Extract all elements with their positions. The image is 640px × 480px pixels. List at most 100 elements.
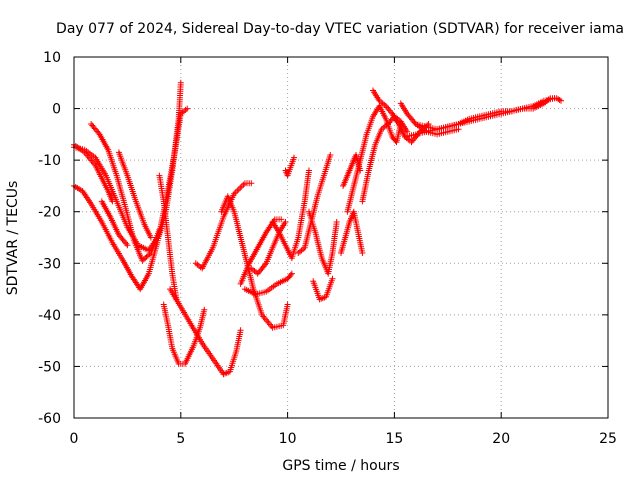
data-point	[272, 247, 274, 249]
data-point	[284, 169, 287, 172]
data-point	[199, 327, 201, 329]
data-point	[94, 164, 96, 166]
data-point	[400, 102, 402, 105]
data-point	[395, 141, 398, 143]
data-point	[248, 262, 250, 264]
data-point	[374, 144, 376, 146]
data-point	[141, 260, 143, 262]
data-point	[169, 288, 171, 290]
data-point	[186, 107, 188, 110]
series-pass-16	[282, 154, 297, 179]
data-point	[511, 110, 513, 112]
data-point	[233, 193, 235, 195]
data-point	[101, 200, 103, 202]
data-point	[163, 303, 165, 306]
y-axis-label: SDTVAR / TECUs	[5, 181, 21, 296]
data-point	[201, 342, 203, 344]
data-point	[272, 327, 274, 329]
data-point	[284, 221, 287, 223]
axis-ticks: 0 5 10 15 20 25 -60 -50 -40 -30 -20 -10 0 10	[38, 50, 617, 447]
data-point	[190, 324, 193, 326]
data-point	[457, 123, 460, 125]
data-point	[468, 118, 470, 120]
data-point	[222, 373, 225, 375]
series-pass-11	[218, 193, 291, 331]
data-point	[282, 324, 284, 326]
data-point	[131, 275, 133, 277]
plot-frame	[73, 56, 609, 419]
data-point	[111, 200, 114, 202]
data-point	[122, 260, 124, 262]
data-point	[404, 136, 406, 138]
data-point	[406, 131, 408, 133]
data-point	[109, 216, 111, 218]
data-point	[398, 123, 400, 125]
series-pass-10	[192, 180, 255, 272]
y-tick-label: -10	[38, 153, 61, 169]
x-tick-label: 25	[599, 431, 617, 447]
data-point	[415, 123, 417, 125]
data-point	[201, 267, 203, 270]
data-point	[489, 113, 492, 115]
data-point	[325, 296, 327, 298]
series-markers	[306, 208, 340, 277]
data-point	[287, 303, 289, 306]
data-point	[171, 273, 173, 275]
data-point	[220, 211, 222, 213]
data-point	[385, 105, 387, 107]
data-point	[278, 231, 280, 233]
data-point	[436, 133, 438, 135]
data-point	[304, 200, 306, 202]
data-point	[331, 252, 334, 254]
data-point	[308, 211, 310, 213]
data-point	[150, 252, 152, 254]
data-point	[257, 273, 259, 275]
series-markers	[71, 105, 191, 293]
x-axis-label: GPS time / hours	[282, 458, 399, 474]
y-tick-label: -30	[38, 256, 61, 272]
data-point	[361, 252, 363, 254]
data-point	[380, 128, 383, 130]
y-tick-label: -60	[38, 411, 61, 427]
data-point	[126, 175, 128, 177]
data-point	[346, 175, 349, 177]
data-point	[391, 136, 393, 138]
data-point	[372, 89, 374, 92]
data-point	[372, 115, 374, 117]
data-point	[348, 221, 351, 223]
series-markers	[218, 193, 291, 331]
data-point	[265, 262, 267, 264]
data-point	[150, 236, 152, 239]
data-series	[71, 79, 564, 378]
data-point	[111, 242, 114, 244]
series-pass-4	[88, 121, 163, 264]
data-point	[135, 200, 137, 202]
data-point	[163, 200, 165, 202]
data-point	[316, 195, 319, 197]
data-point	[118, 151, 120, 154]
data-point	[143, 224, 146, 226]
data-point	[425, 126, 428, 128]
data-point	[90, 203, 92, 205]
data-point	[105, 175, 107, 177]
data-point	[195, 262, 197, 264]
data-point	[406, 113, 408, 115]
data-point	[346, 211, 349, 213]
data-point	[250, 182, 252, 184]
data-point	[118, 234, 120, 236]
series-markers	[412, 95, 558, 133]
series-pass-18	[306, 208, 340, 277]
series-markers	[359, 113, 411, 205]
data-point	[355, 154, 357, 156]
data-point	[94, 156, 96, 159]
data-point	[126, 244, 128, 246]
series-pass-19	[310, 275, 336, 303]
data-point	[400, 120, 402, 123]
series-pass-23	[359, 113, 411, 205]
data-point	[229, 370, 231, 373]
data-point	[227, 195, 229, 197]
data-point	[240, 283, 242, 285]
data-point	[353, 185, 355, 187]
data-point	[261, 314, 263, 316]
